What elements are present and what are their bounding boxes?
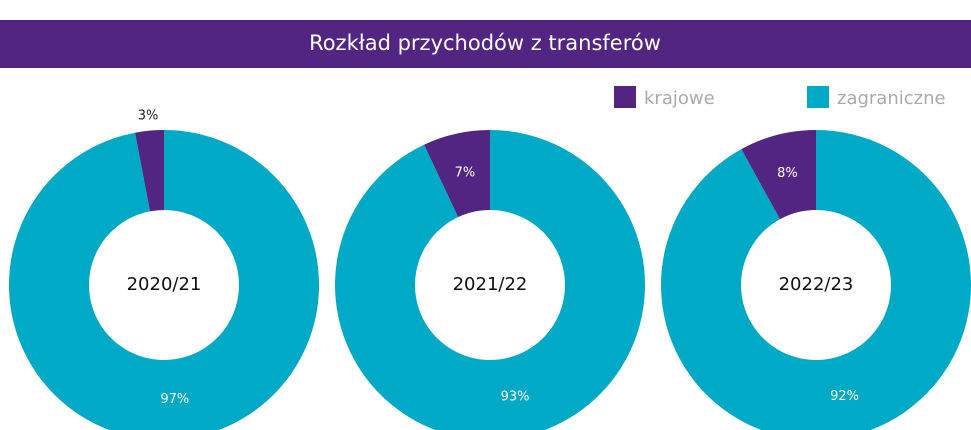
slice: [424, 130, 490, 218]
legend-label: krajowe: [644, 88, 715, 109]
legend-swatch: [614, 86, 636, 108]
slice: [741, 130, 816, 220]
slice-label: 7%: [455, 165, 476, 180]
slice-label: 8%: [777, 166, 798, 181]
center-label: 2021/22: [453, 274, 528, 295]
center-label: 2022/23: [779, 274, 854, 295]
title: Rozkład przychodów z transferów: [309, 31, 661, 55]
slice: [9, 130, 319, 430]
slice-label: 3%: [138, 108, 159, 123]
slice: [335, 130, 645, 430]
legend-swatch: [807, 86, 829, 108]
slice: [134, 130, 164, 212]
center-label: 2020/21: [127, 274, 202, 295]
slice: [661, 130, 971, 430]
slice-label: 97%: [160, 392, 189, 407]
slice-label: 93%: [501, 390, 530, 405]
slice-label: 92%: [830, 389, 859, 404]
legend-label: zagraniczne: [837, 88, 946, 109]
title-bar: [0, 20, 971, 68]
